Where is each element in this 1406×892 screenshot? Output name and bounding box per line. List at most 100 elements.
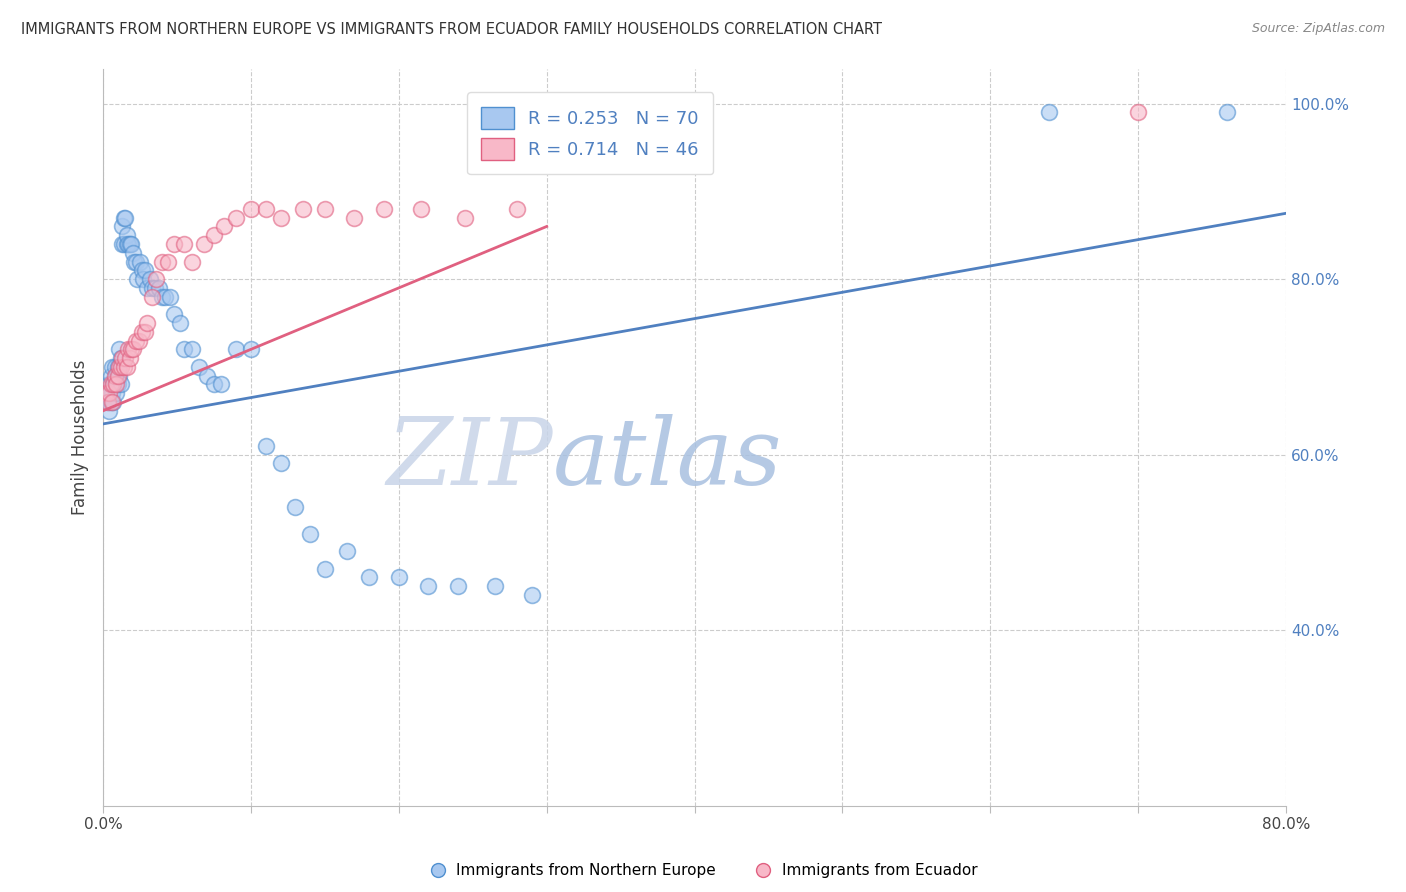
Point — [157, 254, 180, 268]
Point — [117, 343, 139, 357]
Point — [388, 570, 411, 584]
Point — [148, 281, 170, 295]
Point — [129, 254, 152, 268]
Point — [124, 254, 146, 268]
Point — [94, 386, 117, 401]
Point — [128, 334, 150, 348]
Point — [150, 290, 173, 304]
Text: IMMIGRANTS FROM NORTHERN EUROPE VS IMMIGRANTS FROM ECUADOR FAMILY HOUSEHOLDS COR: IMMIGRANTS FROM NORTHERN EUROPE VS IMMIG… — [21, 22, 882, 37]
Point — [108, 368, 131, 383]
Point — [115, 359, 138, 374]
Point — [111, 219, 134, 234]
Point — [202, 377, 225, 392]
Point — [136, 281, 159, 295]
Point — [110, 359, 132, 374]
Point — [112, 359, 135, 374]
Point — [409, 202, 432, 216]
Point — [506, 202, 529, 216]
Point — [373, 202, 395, 216]
Point — [115, 237, 138, 252]
Point — [254, 202, 277, 216]
Point — [225, 343, 247, 357]
Point — [134, 325, 156, 339]
Point — [299, 526, 322, 541]
Point — [108, 343, 131, 357]
Point — [343, 211, 366, 225]
Point — [118, 351, 141, 365]
Point — [110, 377, 132, 392]
Point — [202, 228, 225, 243]
Point — [110, 351, 132, 365]
Point — [104, 368, 127, 383]
Point — [284, 500, 307, 515]
Point — [159, 290, 181, 304]
Point — [121, 245, 143, 260]
Point — [447, 579, 470, 593]
Point — [98, 386, 121, 401]
Point — [173, 237, 195, 252]
Point — [180, 343, 202, 357]
Point — [193, 237, 215, 252]
Point — [291, 202, 314, 216]
Point — [169, 316, 191, 330]
Point — [270, 211, 292, 225]
Point — [188, 359, 211, 374]
Point — [112, 211, 135, 225]
Point — [105, 377, 128, 392]
Point — [173, 343, 195, 357]
Point — [107, 368, 129, 383]
Point — [1126, 105, 1149, 120]
Point — [120, 343, 142, 357]
Point — [105, 368, 128, 383]
Point — [484, 579, 506, 593]
Point — [120, 237, 142, 252]
Point — [314, 202, 336, 216]
Point — [114, 211, 136, 225]
Point — [122, 254, 145, 268]
Point — [131, 325, 153, 339]
Text: Source: ZipAtlas.com: Source: ZipAtlas.com — [1251, 22, 1385, 36]
Point — [115, 228, 138, 243]
Point — [163, 237, 186, 252]
Point — [103, 377, 125, 392]
Point — [150, 254, 173, 268]
Text: ZIP: ZIP — [387, 414, 553, 504]
Point — [454, 211, 477, 225]
Point — [254, 439, 277, 453]
Legend: R = 0.253   N = 70, R = 0.714   N = 46: R = 0.253 N = 70, R = 0.714 N = 46 — [467, 92, 713, 174]
Point — [225, 211, 247, 225]
Point — [105, 386, 128, 401]
Point — [155, 290, 177, 304]
Point — [131, 263, 153, 277]
Point — [240, 202, 263, 216]
Point — [134, 263, 156, 277]
Point — [1038, 105, 1060, 120]
Point — [336, 544, 359, 558]
Point — [139, 272, 162, 286]
Point — [100, 377, 122, 392]
Point — [520, 588, 543, 602]
Point — [270, 456, 292, 470]
Point — [101, 386, 124, 401]
Point — [112, 237, 135, 252]
Point — [107, 359, 129, 374]
Point — [117, 237, 139, 252]
Point — [98, 403, 121, 417]
Text: atlas: atlas — [553, 414, 782, 504]
Point — [114, 351, 136, 365]
Point — [163, 307, 186, 321]
Point — [97, 395, 120, 409]
Point — [100, 395, 122, 409]
Point — [101, 359, 124, 374]
Point — [143, 281, 166, 295]
Point — [132, 272, 155, 286]
Point — [141, 281, 163, 295]
Point — [121, 343, 143, 357]
Point — [127, 272, 149, 286]
Point — [118, 237, 141, 252]
Point — [108, 359, 131, 374]
Point — [195, 368, 218, 383]
Point — [1216, 105, 1239, 120]
Point — [111, 237, 134, 252]
Point — [100, 368, 122, 383]
